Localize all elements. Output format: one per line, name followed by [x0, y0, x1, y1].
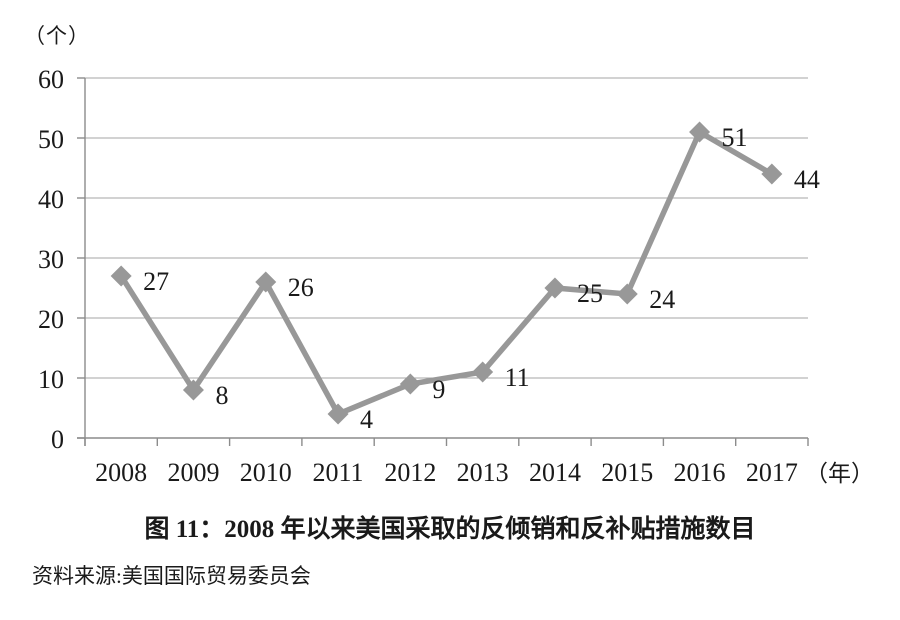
x-tick-label-2012: 2012	[384, 458, 436, 487]
x-axis-unit-label: （年）	[805, 461, 874, 486]
data-line	[118, 128, 774, 418]
y-tick-label-20: 20	[38, 305, 64, 334]
data-label-2016: 51	[722, 123, 748, 152]
data-point-marker-2013	[472, 361, 494, 383]
data-point-marker-2014	[544, 277, 566, 299]
figure-title: 图 11：2008 年以来美国采取的反倾销和反补贴措施数目	[144, 516, 756, 543]
data-label-2009: 8	[215, 381, 228, 410]
x-tick-label-2016: 2016	[674, 458, 726, 487]
figure-source: 资料来源:美国国际贸易委员会	[32, 564, 311, 588]
x-tick-label-2013: 2013	[457, 458, 509, 487]
y-tick-label-10: 10	[38, 365, 64, 394]
x-tick-label-2010: 2010	[240, 458, 292, 487]
y-tick-label-30: 30	[38, 245, 64, 274]
data-point-marker-2016	[689, 121, 711, 143]
data-label-2008: 27	[143, 267, 169, 296]
data-label-2010: 26	[288, 273, 314, 302]
y-axis-unit-label: （个）	[24, 24, 90, 48]
data-label-2012: 9	[432, 375, 445, 404]
data-label-2014: 25	[577, 279, 603, 308]
data-point-marker-2012	[399, 373, 421, 395]
data-point-marker-2015	[616, 283, 638, 305]
x-tick-label-2017: 2017	[746, 458, 798, 487]
x-tick-label-2008: 2008	[95, 458, 147, 487]
data-point-marker-2011	[327, 403, 349, 425]
y-tick-label-60: 60	[38, 65, 64, 94]
y-tick-label-0: 0	[51, 425, 64, 454]
data-label-2013: 11	[505, 363, 530, 392]
data-label-2017: 44	[794, 165, 820, 194]
data-label-2015: 24	[649, 285, 675, 314]
data-point-marker-2009	[182, 379, 204, 401]
data-point-marker-2010	[255, 271, 277, 293]
y-tick-label-40: 40	[38, 185, 64, 214]
x-tick-label-2015: 2015	[601, 458, 653, 487]
data-point-marker-2017	[761, 163, 783, 185]
x-tick-label-2009: 2009	[167, 458, 219, 487]
data-label-2011: 4	[360, 405, 373, 434]
line-chart-plot: 0 10 20 30 40 50 60 2008 2009 2010 2011 2012 2013 201…	[38, 65, 874, 487]
x-tick-label-2014: 2014	[529, 458, 581, 487]
data-point-marker-2008	[110, 265, 132, 287]
y-tick-label-50: 50	[38, 125, 64, 154]
x-tick-label-2011: 2011	[313, 458, 364, 487]
